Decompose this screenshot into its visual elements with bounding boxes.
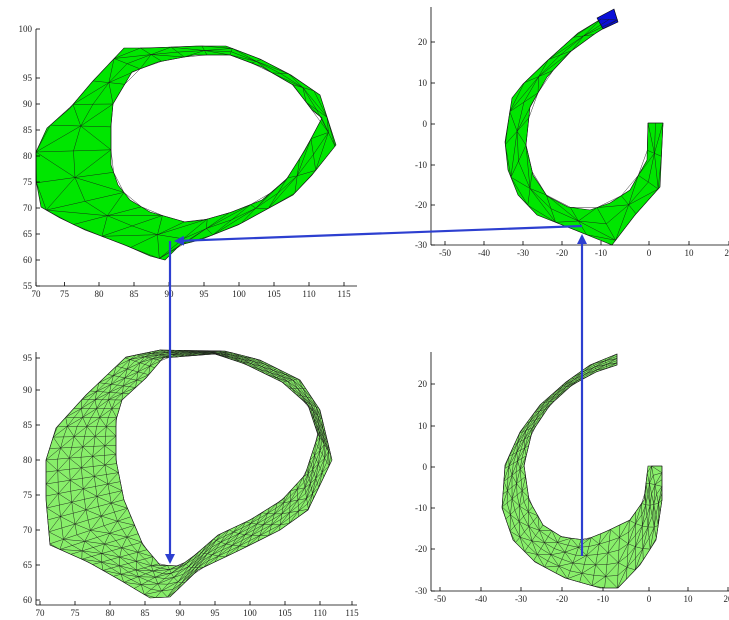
coarse-c-shape-mesh (505, 18, 664, 241)
x-tick-label: -10 (597, 594, 609, 604)
x-tick-label: 90 (176, 608, 186, 618)
x-tick-label: 80 (95, 289, 105, 299)
y-tick-label: 80 (23, 151, 33, 161)
x-tick-label: 115 (345, 608, 359, 618)
x-tick-label: -20 (556, 248, 568, 258)
x-tick-label: -20 (556, 594, 568, 604)
y-tick-label: -10 (415, 503, 427, 513)
y-tick-label: -30 (415, 586, 427, 596)
x-tick-label: 100 (232, 289, 246, 299)
y-tick-label: 95 (23, 353, 33, 363)
y-tick-label: 100 (19, 24, 33, 34)
x-tick-label: -40 (475, 594, 487, 604)
y-tick-label: 65 (23, 229, 33, 239)
y-tick-label: 85 (23, 420, 33, 430)
x-tick-label: -30 (517, 248, 529, 258)
coarse-o-shape-fill (35, 45, 337, 261)
y-tick-label: 55 (23, 281, 33, 291)
x-tick-label: 20 (725, 248, 729, 258)
fine-c-axes: -50 -40 -30 -20 -10 0 10 20 -30 -20 -10 0 10 20 (415, 352, 729, 604)
fine-c-shape-mesh (501, 353, 663, 589)
coarse-c-axes: -50 -40 -30 -20 -10 0 10 20 -30 -20 -10 0 10 20 (415, 7, 729, 258)
x-tick-label: -10 (595, 248, 607, 258)
y-tick-label: 85 (23, 125, 33, 135)
coarse-o-shape-mesh (35, 45, 336, 259)
y-tick-label: 70 (23, 525, 33, 535)
y-tick-label: 20 (418, 37, 428, 47)
x-tick-label: -50 (434, 594, 446, 604)
axes: 70 75 80 85 90 95 100 105 110 1155560657075808590… (19, 7, 729, 618)
y-tick-label: 90 (23, 99, 33, 109)
x-tick-label: 0 (647, 594, 652, 604)
x-tick-label: 10 (685, 248, 695, 258)
x-tick-label: 105 (267, 289, 281, 299)
y-tick-label: -30 (415, 240, 427, 250)
y-tick-label: 0 (423, 119, 428, 129)
x-tick-label: 85 (141, 608, 151, 618)
x-tick-label: 110 (313, 608, 327, 618)
y-tick-label: -10 (415, 160, 427, 170)
x-tick-label: -30 (515, 594, 527, 604)
y-tick-label: 10 (418, 78, 428, 88)
triangle-meshes (35, 18, 664, 598)
x-tick-label: 0 (647, 248, 652, 258)
x-tick-label: 115 (337, 289, 351, 299)
x-tick-label: 110 (302, 289, 316, 299)
shape-fills (35, 8, 664, 599)
y-tick-label: 60 (23, 255, 33, 265)
x-tick-label: 20 (724, 594, 729, 604)
coarse-o-axes: 70 75 80 85 90 95 100 105 110 1155560657075808590… (19, 24, 357, 299)
x-tick-label: 70 (32, 289, 42, 299)
x-tick-label: 95 (200, 289, 210, 299)
x-tick-label: 100 (243, 608, 257, 618)
x-tick-label: 80 (106, 608, 116, 618)
x-tick-label: 70 (36, 608, 46, 618)
y-tick-label: 90 (23, 385, 33, 395)
x-tick-label: 75 (60, 289, 70, 299)
y-tick-label: 80 (23, 455, 33, 465)
y-tick-label: 60 (23, 595, 33, 605)
x-tick-label: 85 (130, 289, 140, 299)
y-tick-label: 70 (23, 203, 33, 213)
arrow-left (174, 224, 583, 246)
y-tick-label: 95 (23, 73, 33, 83)
x-tick-label: 95 (211, 608, 221, 618)
y-tick-label: 20 (418, 379, 428, 389)
fine-o-shape-mesh (45, 349, 331, 598)
coarse-c-shape-fill (504, 18, 664, 246)
y-tick-label: -20 (415, 544, 427, 554)
y-tick-label: 75 (23, 490, 33, 500)
correspondence-arrows (165, 224, 587, 564)
y-tick-label: 10 (418, 421, 428, 431)
fine-o-axes: 70 75 80 85 90 95 100 105 110 115 60 65 70 75 80 85 90 95 (23, 352, 359, 618)
x-tick-label: 105 (278, 608, 292, 618)
x-tick-label: 10 (684, 594, 694, 604)
x-tick-label: -40 (478, 248, 490, 258)
y-tick-label: 65 (23, 560, 33, 570)
y-tick-label: 75 (23, 177, 33, 187)
y-tick-label: -20 (415, 200, 427, 210)
x-tick-label: 75 (71, 608, 81, 618)
x-tick-label: -50 (439, 248, 451, 258)
y-tick-label: 0 (423, 462, 428, 472)
